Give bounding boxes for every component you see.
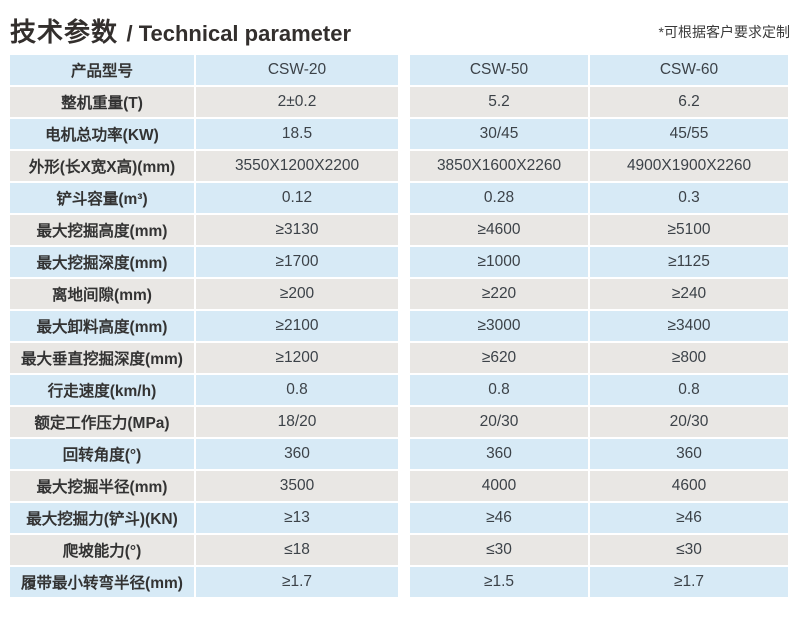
table-row: 爬坡能力(°) ≤18 ≤30 ≤30 xyxy=(10,535,790,565)
param-label: 最大挖掘力(铲斗)(KN) xyxy=(10,503,194,533)
param-label: 最大卸料高度(mm) xyxy=(10,311,194,341)
param-label: 最大垂直挖掘深度(mm) xyxy=(10,343,194,373)
value-csw20: ≥2100 xyxy=(196,311,398,341)
parameter-table: 产品型号 CSW-20 CSW-50 CSW-60 整机重量(T) 2±0.2 … xyxy=(0,55,800,597)
table-row: 铲斗容量(m³) 0.12 0.28 0.3 xyxy=(10,183,790,213)
value-csw20: ≥3130 xyxy=(196,215,398,245)
table-header-row: 产品型号 CSW-20 CSW-50 CSW-60 xyxy=(10,55,790,85)
value-csw20: 18.5 xyxy=(196,119,398,149)
param-label: 电机总功率(KW) xyxy=(10,119,194,149)
value-csw60: ≥1.7 xyxy=(590,567,788,597)
value-csw50: ≤30 xyxy=(410,535,588,565)
value-csw60: 0.8 xyxy=(590,375,788,405)
value-csw20: ≥200 xyxy=(196,279,398,309)
value-csw20: 3550X1200X2200 xyxy=(196,151,398,181)
title-chinese: 技术参数 xyxy=(10,17,119,47)
title-english: / Technical parameter xyxy=(126,21,352,46)
column-header-model: 产品型号 xyxy=(10,55,194,85)
value-csw50: 20/30 xyxy=(410,407,588,437)
param-label: 整机重量(T) xyxy=(10,87,194,117)
value-csw60: ≥5100 xyxy=(590,215,788,245)
column-header-csw60: CSW-60 xyxy=(590,55,788,85)
value-csw50: ≥220 xyxy=(410,279,588,309)
table-row: 额定工作压力(MPa) 18/20 20/30 20/30 xyxy=(10,407,790,437)
value-csw50: 0.28 xyxy=(410,183,588,213)
value-csw20: ≥1700 xyxy=(196,247,398,277)
column-header-csw20: CSW-20 xyxy=(196,55,398,85)
value-csw50: 0.8 xyxy=(410,375,588,405)
param-label: 最大挖掘深度(mm) xyxy=(10,247,194,277)
table-row: 履带最小转弯半径(mm) ≥1.7 ≥1.5 ≥1.7 xyxy=(10,567,790,597)
page-title: 技术参数 / Technical parameter xyxy=(10,19,351,45)
param-label: 爬坡能力(°) xyxy=(10,535,194,565)
value-csw60: 45/55 xyxy=(590,119,788,149)
table-row: 最大挖掘深度(mm) ≥1700 ≥1000 ≥1125 xyxy=(10,247,790,277)
value-csw20: ≤18 xyxy=(196,535,398,565)
value-csw60: ≥3400 xyxy=(590,311,788,341)
value-csw50: 360 xyxy=(410,439,588,469)
value-csw60: 0.3 xyxy=(590,183,788,213)
value-csw20: 18/20 xyxy=(196,407,398,437)
page-header: 技术参数 / Technical parameter *可根据客户要求定制 xyxy=(0,0,800,55)
param-label: 铲斗容量(m³) xyxy=(10,183,194,213)
param-label: 最大挖掘半径(mm) xyxy=(10,471,194,501)
value-csw60: ≤30 xyxy=(590,535,788,565)
value-csw50: ≥4600 xyxy=(410,215,588,245)
table-row: 最大垂直挖掘深度(mm) ≥1200 ≥620 ≥800 xyxy=(10,343,790,373)
table-row: 最大卸料高度(mm) ≥2100 ≥3000 ≥3400 xyxy=(10,311,790,341)
column-header-csw50: CSW-50 xyxy=(410,55,588,85)
value-csw60: 20/30 xyxy=(590,407,788,437)
table-row: 离地间隙(mm) ≥200 ≥220 ≥240 xyxy=(10,279,790,309)
value-csw50: 5.2 xyxy=(410,87,588,117)
table-row: 电机总功率(KW) 18.5 30/45 45/55 xyxy=(10,119,790,149)
value-csw50: 30/45 xyxy=(410,119,588,149)
param-label: 外形(长X宽X高)(mm) xyxy=(10,151,194,181)
value-csw60: 4900X1900X2260 xyxy=(590,151,788,181)
customization-note: *可根据客户要求定制 xyxy=(658,24,790,40)
value-csw20: ≥13 xyxy=(196,503,398,533)
value-csw50: 3850X1600X2260 xyxy=(410,151,588,181)
value-csw50: ≥46 xyxy=(410,503,588,533)
table-row: 整机重量(T) 2±0.2 5.2 6.2 xyxy=(10,87,790,117)
value-csw50: ≥3000 xyxy=(410,311,588,341)
value-csw20: 2±0.2 xyxy=(196,87,398,117)
param-label: 额定工作压力(MPa) xyxy=(10,407,194,437)
value-csw60: ≥240 xyxy=(590,279,788,309)
value-csw50: 4000 xyxy=(410,471,588,501)
value-csw60: ≥1125 xyxy=(590,247,788,277)
value-csw50: ≥1.5 xyxy=(410,567,588,597)
value-csw50: ≥1000 xyxy=(410,247,588,277)
value-csw60: 6.2 xyxy=(590,87,788,117)
value-csw60: 360 xyxy=(590,439,788,469)
table-row: 最大挖掘力(铲斗)(KN) ≥13 ≥46 ≥46 xyxy=(10,503,790,533)
value-csw60: ≥800 xyxy=(590,343,788,373)
value-csw60: ≥46 xyxy=(590,503,788,533)
value-csw20: 0.12 xyxy=(196,183,398,213)
param-label: 回转角度(°) xyxy=(10,439,194,469)
value-csw20: ≥1.7 xyxy=(196,567,398,597)
value-csw60: 4600 xyxy=(590,471,788,501)
value-csw20: 360 xyxy=(196,439,398,469)
param-label: 行走速度(km/h) xyxy=(10,375,194,405)
param-label: 最大挖掘高度(mm) xyxy=(10,215,194,245)
param-label: 离地间隙(mm) xyxy=(10,279,194,309)
table-row: 行走速度(km/h) 0.8 0.8 0.8 xyxy=(10,375,790,405)
value-csw20: 3500 xyxy=(196,471,398,501)
value-csw20: 0.8 xyxy=(196,375,398,405)
table-row: 回转角度(°) 360 360 360 xyxy=(10,439,790,469)
value-csw50: ≥620 xyxy=(410,343,588,373)
table-row: 最大挖掘高度(mm) ≥3130 ≥4600 ≥5100 xyxy=(10,215,790,245)
table-body: 整机重量(T) 2±0.2 5.2 6.2 电机总功率(KW) 18.5 30/… xyxy=(10,87,790,597)
param-label: 履带最小转弯半径(mm) xyxy=(10,567,194,597)
table-row: 最大挖掘半径(mm) 3500 4000 4600 xyxy=(10,471,790,501)
table-row: 外形(长X宽X高)(mm) 3550X1200X2200 3850X1600X2… xyxy=(10,151,790,181)
value-csw20: ≥1200 xyxy=(196,343,398,373)
